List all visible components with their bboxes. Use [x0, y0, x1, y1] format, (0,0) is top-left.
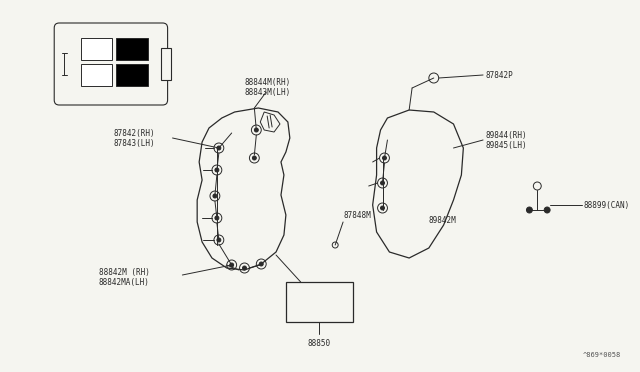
Circle shape: [243, 266, 246, 270]
Bar: [81, 64, 113, 86]
Circle shape: [383, 156, 387, 160]
Bar: [161, 48, 170, 80]
Text: 89844(RH): 89844(RH): [485, 131, 527, 140]
Circle shape: [215, 168, 219, 172]
Circle shape: [252, 156, 257, 160]
Bar: [286, 282, 353, 322]
Text: ^869*0058: ^869*0058: [583, 352, 621, 358]
Circle shape: [544, 207, 550, 213]
Circle shape: [254, 128, 259, 132]
Bar: [116, 64, 148, 86]
Circle shape: [259, 262, 263, 266]
Text: 88842M (RH): 88842M (RH): [99, 267, 150, 276]
Circle shape: [217, 238, 221, 242]
Circle shape: [381, 206, 385, 210]
Circle shape: [213, 194, 217, 198]
Circle shape: [215, 216, 219, 220]
Circle shape: [217, 146, 221, 150]
Text: 89842M: 89842M: [429, 215, 456, 224]
Text: 88843M(LH): 88843M(LH): [244, 87, 291, 96]
Circle shape: [381, 181, 385, 185]
Text: 88842MA(LH): 88842MA(LH): [99, 278, 150, 286]
FancyBboxPatch shape: [54, 23, 168, 105]
Text: 88850: 88850: [308, 340, 331, 349]
Bar: [81, 38, 113, 60]
Text: 87842P: 87842P: [485, 71, 513, 80]
Circle shape: [230, 263, 234, 267]
Bar: [116, 38, 148, 60]
Text: 89845(LH): 89845(LH): [485, 141, 527, 150]
Text: 87848M: 87848M: [343, 211, 371, 219]
Text: 88844M(RH): 88844M(RH): [244, 77, 291, 87]
Circle shape: [527, 207, 532, 213]
Text: 88899(CAN): 88899(CAN): [584, 201, 630, 209]
Text: 87843(LH): 87843(LH): [113, 138, 155, 148]
Text: 87842(RH): 87842(RH): [113, 128, 155, 138]
